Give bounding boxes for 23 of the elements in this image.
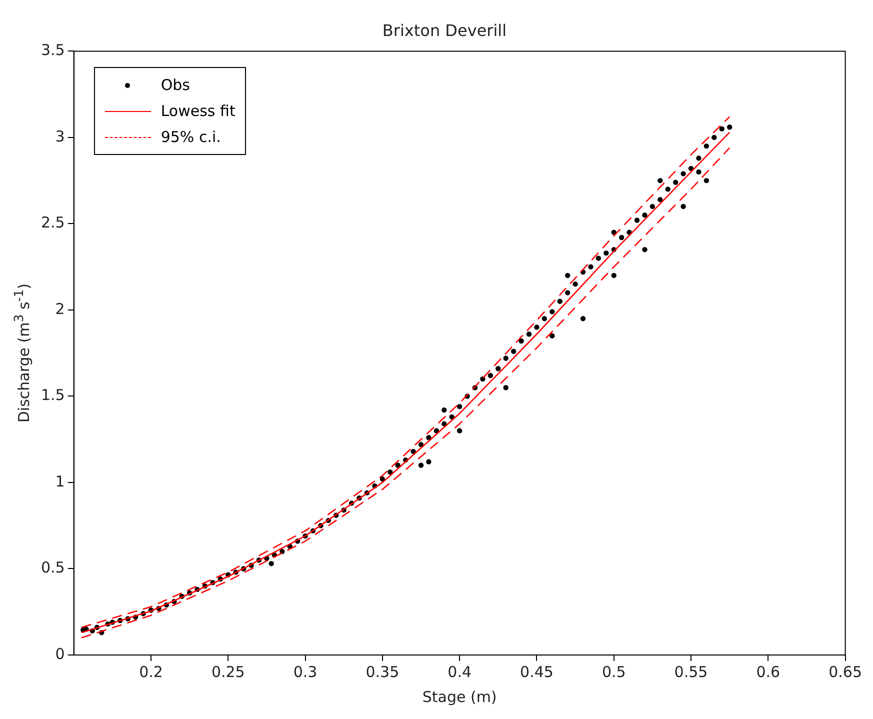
y-tick-label: 3 (55, 127, 65, 146)
y-tick-label: 3.5 (40, 41, 65, 60)
legend-label: Lowess fit (160, 102, 236, 120)
y-tick-label: 0 (55, 644, 65, 663)
x-tick-label: 0.35 (366, 662, 400, 681)
legend-label: 95% c.i. (160, 128, 221, 146)
legend-label: Obs (160, 76, 190, 94)
x-tick-label: 0.4 (448, 662, 472, 681)
y-tick-label: 2 (55, 300, 65, 318)
y-tick-label: 0.5 (40, 558, 65, 577)
x-tick-label: 0.55 (674, 662, 708, 681)
x-tick-label: 0.2 (139, 662, 163, 681)
x-tick-label: 0.5 (602, 662, 626, 681)
y-tick-label: 1.5 (40, 386, 65, 404)
y-tick-label: 2.5 (40, 214, 65, 232)
x-axis-title: Stage (m) (422, 688, 497, 706)
x-tick-label: 0.25 (211, 662, 245, 681)
x-tick-label: 0.65 (828, 662, 862, 681)
x-tick-label: 0.6 (756, 662, 780, 681)
x-tick-label: 0.3 (293, 662, 318, 681)
chart-title: Brixton Deverill (382, 20, 507, 40)
y-tick-label: 1 (55, 472, 65, 490)
x-tick-label: 0.45 (520, 662, 554, 681)
